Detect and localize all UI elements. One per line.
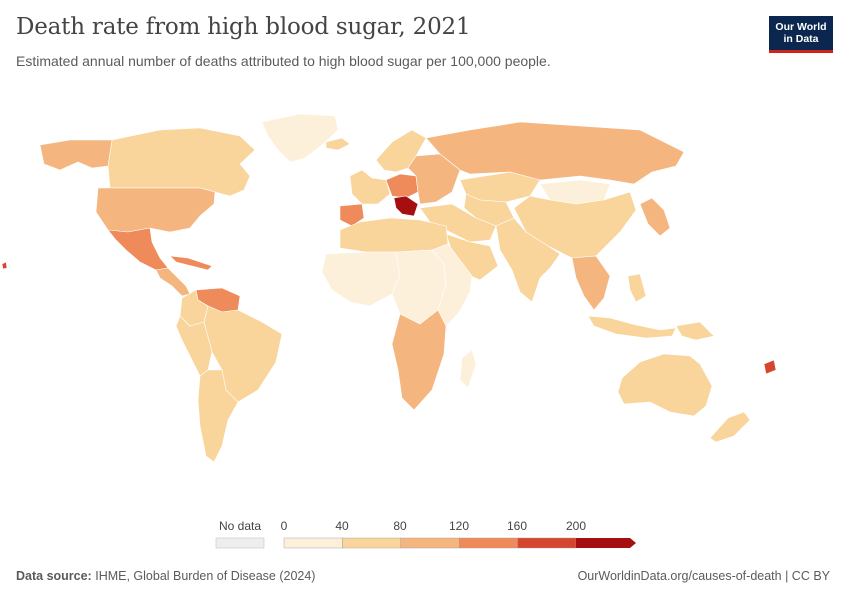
map-region[interactable]: Southeast Asia [571, 255, 611, 311]
map-region[interactable]: Caribbean [169, 255, 213, 271]
map-region[interactable]: Iberia [339, 203, 365, 227]
map-region[interactable]: Pacific Islands [1, 261, 777, 375]
map-region[interactable]: Western Europe [349, 169, 391, 205]
world-map[interactable]: Greenland Canada Alaska United States Me… [0, 100, 850, 510]
source-link[interactable]: OurWorldinData.org/causes-of-death | CC … [577, 569, 830, 583]
map-region[interactable]: United States [95, 187, 216, 233]
legend-bin-1 [342, 537, 401, 549]
map-region[interactable]: Central Europe [385, 173, 419, 199]
data-source-text: IHME, Global Burden of Disease (2024) [95, 569, 316, 583]
color-legend: No data 0 40 80 120 160 200 [215, 519, 636, 549]
legend-tick-200: 200 [566, 519, 586, 533]
legend-bin-4 [517, 537, 577, 549]
legend-bin-5 [576, 538, 636, 548]
legend-tick-0: 0 [281, 519, 288, 533]
legend-tick-160: 160 [507, 519, 527, 533]
legend-tick-40: 40 [335, 519, 349, 533]
map-region[interactable]: Greenland [261, 113, 339, 163]
legend-bin-2 [400, 537, 460, 549]
legend-bin-3 [459, 537, 518, 549]
legend-tick-120: 120 [449, 519, 469, 533]
legend-no-data-swatch [215, 537, 265, 549]
map-region[interactable]: Papua New Guinea [675, 321, 715, 341]
map-region[interactable]: Australia [617, 353, 713, 417]
map-region[interactable]: Alaska [39, 139, 113, 171]
map-region[interactable]: Japan & Korea [639, 197, 671, 237]
data-source-label: Data source: [16, 569, 92, 583]
map-region[interactable]: Indonesia & Philippines [587, 273, 677, 339]
map-region[interactable]: Iceland [325, 137, 351, 151]
map-region[interactable]: South Asia [495, 217, 561, 303]
chart-subtitle: Estimated annual number of deaths attrib… [16, 53, 551, 69]
map-region[interactable]: Canada [107, 127, 256, 197]
map-region[interactable]: Central America [155, 267, 191, 297]
map-region[interactable]: New Zealand [709, 411, 751, 443]
map-region[interactable]: Argentina & Chile [197, 369, 239, 463]
map-region[interactable]: East Africa [431, 243, 473, 327]
logo-line-1: Our World [775, 21, 827, 33]
map-region[interactable]: Balkans [393, 195, 419, 217]
map-region[interactable]: Mexico [107, 227, 169, 271]
legend-bin-0 [283, 537, 343, 549]
data-source: Data source: IHME, Global Burden of Dise… [16, 569, 315, 583]
logo-line-2: in Data [783, 33, 819, 45]
legend-no-data-label: No data [219, 519, 261, 533]
map-region[interactable]: Southern Africa [391, 309, 447, 411]
map-region[interactable]: West Africa [321, 251, 401, 307]
map-region[interactable]: Russia [425, 121, 685, 185]
legend-tick-80: 80 [393, 519, 407, 533]
map-region[interactable]: Madagascar [459, 349, 477, 389]
owid-logo[interactable]: Our World in Data [769, 16, 833, 53]
chart-title: Death rate from high blood sugar, 2021 [16, 14, 471, 40]
